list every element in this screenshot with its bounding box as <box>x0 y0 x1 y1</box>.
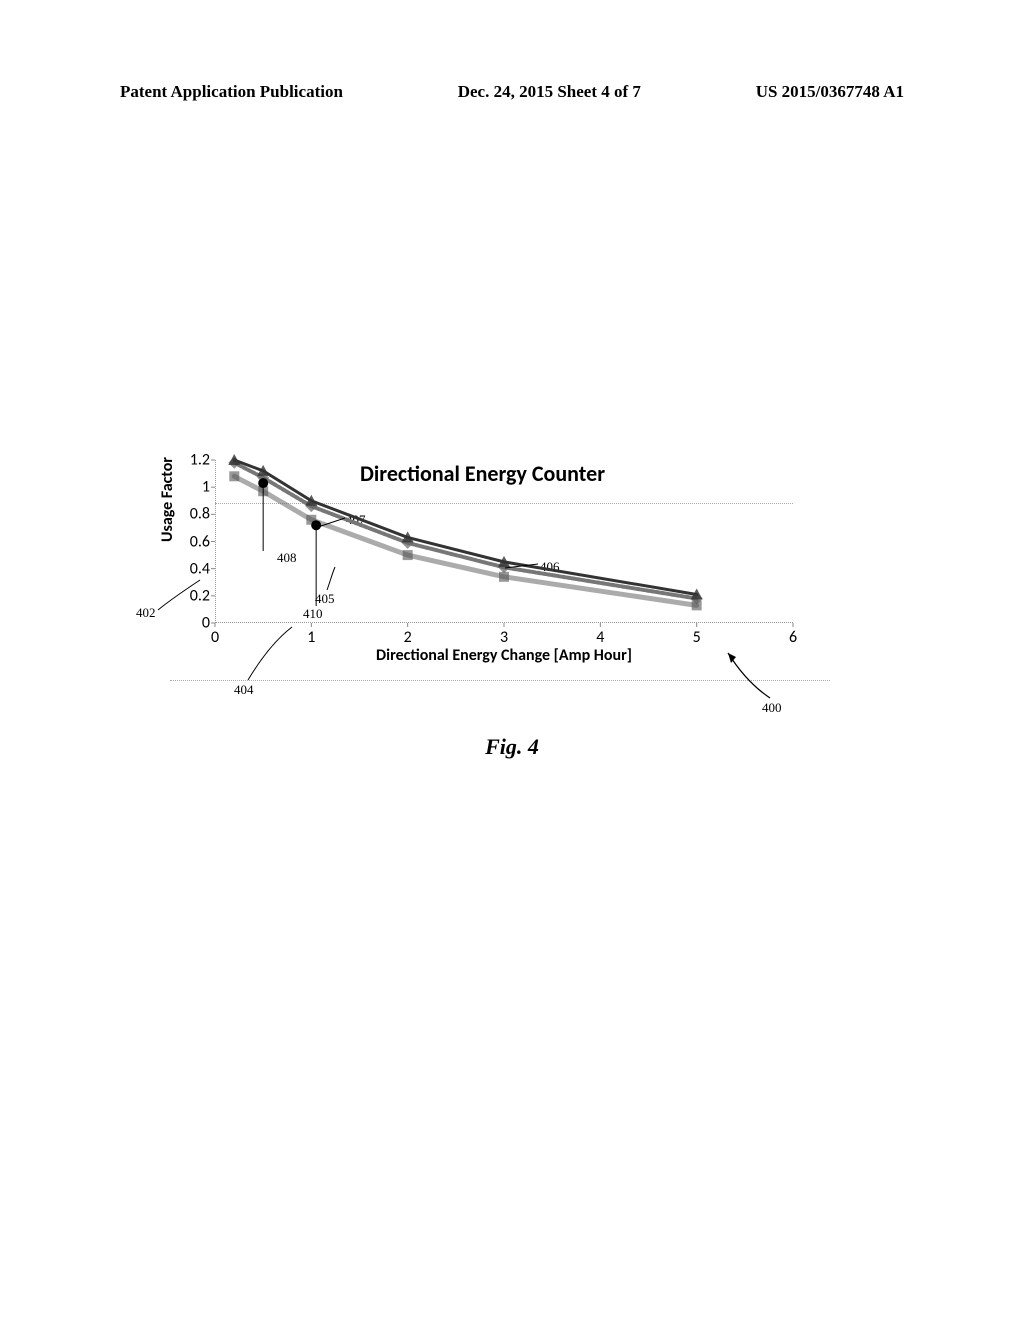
header-right: US 2015/0367748 A1 <box>756 82 904 102</box>
chart-plot-area <box>215 460 793 623</box>
callout-404: 404 <box>234 682 254 698</box>
y-tick-label: 1.2 <box>190 451 210 470</box>
callout-405: 405 <box>315 591 335 607</box>
x-tick-label: 6 <box>789 628 797 647</box>
x-tick-label: 0 <box>211 628 219 647</box>
callout-408: 408 <box>277 550 297 566</box>
y-axis-label: Usage Factor <box>158 457 177 542</box>
y-tick-label: 0.6 <box>190 532 210 551</box>
figure-caption: Fig. 4 <box>0 734 1024 760</box>
callout-410: 410 <box>303 606 323 622</box>
y-tick-label: 1 <box>202 478 210 497</box>
y-tick-label: 0.4 <box>190 559 210 578</box>
header-center: Dec. 24, 2015 Sheet 4 of 7 <box>458 82 641 102</box>
callout-400: 400 <box>762 700 782 716</box>
x-tick-label: 3 <box>500 628 508 647</box>
header-left: Patent Application Publication <box>120 82 343 102</box>
chart-bottom-border <box>170 680 830 681</box>
y-tick-label: 0.2 <box>190 586 210 605</box>
page-header: Patent Application Publication Dec. 24, … <box>0 82 1024 102</box>
x-tick-label: 1 <box>307 628 315 647</box>
y-tick-label: 0 <box>202 614 210 633</box>
x-tick-label: 2 <box>404 628 412 647</box>
x-tick-label: 5 <box>693 628 701 647</box>
callout-406: 406 <box>540 559 560 575</box>
y-axis-line <box>215 460 216 623</box>
x-axis-line <box>215 622 793 623</box>
callout-407: 407 <box>346 512 366 528</box>
callout-402: 402 <box>136 605 156 621</box>
x-axis-label: Directional Energy Change [Amp Hour] <box>215 646 793 665</box>
y-tick-label: 0.8 <box>190 505 210 524</box>
x-tick-label: 4 <box>596 628 604 647</box>
